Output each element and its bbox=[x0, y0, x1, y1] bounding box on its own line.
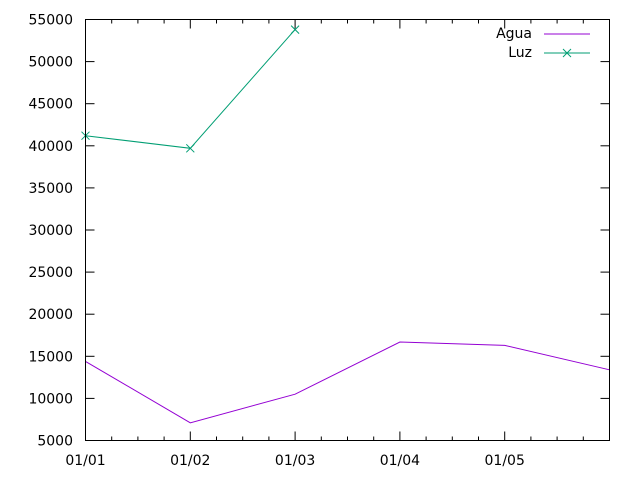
x-tick-label: 01/01 bbox=[65, 453, 105, 469]
x-tick-label: 01/02 bbox=[170, 453, 210, 469]
y-tick-label: 25000 bbox=[28, 265, 73, 281]
y-tick-label: 40000 bbox=[28, 139, 73, 155]
x-tick-label: 01/03 bbox=[275, 453, 315, 469]
y-tick-label: 10000 bbox=[28, 391, 73, 407]
plot-frame bbox=[85, 19, 610, 441]
legend-label-agua: Agua bbox=[496, 26, 532, 42]
y-tick-label: 35000 bbox=[28, 181, 73, 197]
data-point-luz bbox=[290, 25, 300, 34]
y-tick-label: 50000 bbox=[28, 55, 73, 71]
legend: Agua Luz bbox=[496, 26, 590, 61]
series-line-agua bbox=[85, 341, 610, 424]
y-tick-label: 5000 bbox=[37, 434, 73, 450]
x-tick-label: 01/04 bbox=[380, 453, 420, 469]
series-line-luz bbox=[85, 29, 296, 149]
y-tick-label: 45000 bbox=[28, 97, 73, 113]
data-point-luz bbox=[185, 143, 195, 153]
y-tick-label: 15000 bbox=[28, 349, 73, 365]
series-layer bbox=[85, 29, 610, 424]
y-tick-labels: 5000 10000 15000 20000 25000 30000 35000 40000 4… bbox=[28, 13, 73, 450]
marker-layer bbox=[81, 25, 300, 153]
x-tick-label: 01/05 bbox=[485, 453, 525, 469]
x-tick-labels: 01/01 01/02 01/03 01/04 01/05 bbox=[65, 453, 525, 469]
legend-label-luz: Luz bbox=[508, 45, 532, 61]
tick-marks bbox=[85, 19, 610, 441]
legend-marker-luz bbox=[562, 48, 572, 58]
y-tick-label: 55000 bbox=[28, 13, 73, 29]
y-tick-label: 30000 bbox=[28, 223, 73, 239]
y-tick-label: 20000 bbox=[28, 307, 73, 323]
